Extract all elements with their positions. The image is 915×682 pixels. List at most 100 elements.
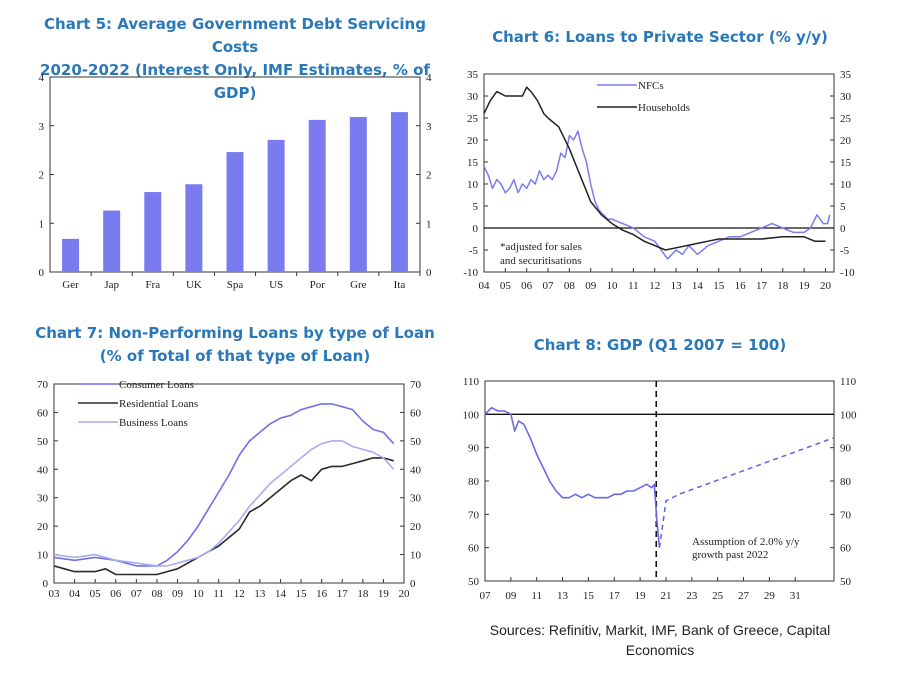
chart8-xtick-label: 13 bbox=[557, 590, 569, 602]
chart5-xtick-label: Gre bbox=[350, 279, 367, 291]
chart5-title-line2: 2020-2022 (Interest Only, IMF Estimates,… bbox=[40, 61, 430, 102]
chart6-xtick-label: 18 bbox=[777, 280, 789, 292]
chart6-ytick-label-right: -10 bbox=[840, 267, 855, 279]
chart5-ytick-label-right: 2 bbox=[426, 170, 432, 182]
chart5-xtick-label: Spa bbox=[227, 279, 244, 291]
chart6-ytick-label-right: 0 bbox=[840, 223, 846, 235]
chart8-ytick-label-left: 50 bbox=[468, 576, 480, 588]
chart5-ytick-label-right: 0 bbox=[426, 267, 432, 279]
chart5-bar-jap bbox=[103, 210, 121, 272]
chart5-ytick-label-right: 1 bbox=[426, 218, 432, 230]
chart6-plot-frame bbox=[483, 73, 835, 273]
chart6-xtick-label: 11 bbox=[628, 280, 639, 292]
chart8-ytick-label-right: 60 bbox=[840, 543, 852, 555]
chart7-xtick-label: 16 bbox=[316, 588, 328, 600]
chart7-xtick-label: 06 bbox=[110, 588, 122, 600]
chart7-ytick-label-right: 30 bbox=[410, 493, 422, 505]
sources-line2: Economics bbox=[625, 642, 695, 658]
chart7-xtick-label: 20 bbox=[399, 588, 411, 600]
chart6-annotation-line1: *adjusted for sales bbox=[500, 241, 582, 253]
chart7-title: Chart 7: Non-Performing Loans by type of… bbox=[20, 322, 450, 368]
chart8-xtick-label: 11 bbox=[531, 590, 542, 602]
chart6-xtick-label: 12 bbox=[649, 280, 660, 292]
chart8-ytick-label-left: 80 bbox=[468, 476, 480, 488]
chart5-bar-fra bbox=[144, 192, 162, 272]
chart6-ytick-label-left: 35 bbox=[467, 69, 479, 81]
chart5-xtick-label: US bbox=[269, 279, 283, 291]
chart8-xtick-label: 07 bbox=[480, 590, 492, 602]
chart5-xtick-label: Jap bbox=[104, 279, 119, 291]
chart7-ytick-label-right: 40 bbox=[410, 464, 422, 476]
chart7-ytick-label-right: 10 bbox=[410, 550, 422, 562]
chart6-title: Chart 6: Loans to Private Sector (% y/y) bbox=[492, 28, 828, 46]
chart5-bar-spa bbox=[226, 152, 244, 272]
chart5-ytick-label-right: 4 bbox=[426, 72, 432, 84]
chart6-xtick-label: 05 bbox=[500, 280, 512, 292]
chart8-ytick-label-right: 100 bbox=[840, 409, 857, 421]
chart6-ytick-label-left: 5 bbox=[473, 201, 479, 213]
chart6-xtick-label: 17 bbox=[756, 280, 768, 292]
chart7-ytick-label-right: 20 bbox=[410, 521, 422, 533]
chart6-legend-label-0: NFCs bbox=[638, 80, 664, 92]
chart7-series-residential-loans bbox=[53, 457, 394, 576]
chart6-xtick-label: 09 bbox=[585, 280, 597, 292]
chart8-series-actual bbox=[484, 406, 661, 548]
chart5-xtick-label: Ita bbox=[394, 279, 406, 291]
chart7-ytick-label-left: 10 bbox=[37, 550, 49, 562]
chart7-plot-frame bbox=[53, 383, 405, 584]
chart6-ytick-label-left: 25 bbox=[467, 113, 479, 125]
chart7-title-line1: Chart 7: Non-Performing Loans by type of… bbox=[35, 324, 435, 342]
chart7-series-business-loans bbox=[53, 440, 395, 567]
chart6-ytick-label-right: 30 bbox=[840, 91, 852, 103]
chart6-legend-label-1: Households bbox=[638, 102, 690, 114]
chart6-ytick-label-right: 25 bbox=[840, 113, 852, 125]
chart6-ytick-label-right: 15 bbox=[840, 157, 852, 169]
chart7-xtick-label: 11 bbox=[213, 588, 224, 600]
chart8-annotation-line1: Assumption of 2.0% y/y bbox=[692, 536, 800, 548]
chart7-legend-label-0: Consumer Loans bbox=[119, 379, 194, 391]
chart7-xtick-label: 04 bbox=[69, 588, 81, 600]
chart7-ytick-label-right: 70 bbox=[410, 379, 422, 391]
chart8-xtick-label: 25 bbox=[712, 590, 724, 602]
chart7-ytick-label-right: 0 bbox=[410, 578, 416, 590]
chart8-xtick-label: 15 bbox=[583, 590, 595, 602]
chart8-ytick-label-right: 90 bbox=[840, 443, 852, 455]
chart5-ytick-label-right: 3 bbox=[426, 121, 432, 133]
chart5-ytick-label-left: 3 bbox=[39, 121, 45, 133]
chart6-xtick-label: 15 bbox=[713, 280, 725, 292]
chart6-series-nfcs bbox=[483, 130, 831, 260]
chart8-ytick-label-right: 110 bbox=[840, 376, 857, 388]
chart6-xtick-label: 06 bbox=[521, 280, 533, 292]
chart7-xtick-label: 18 bbox=[357, 588, 369, 600]
chart6-ytick-label-left: -10 bbox=[463, 267, 478, 279]
chart8-series-projection bbox=[658, 436, 835, 548]
chart7-xtick-label: 14 bbox=[275, 588, 287, 600]
chart5-bar-por bbox=[308, 119, 326, 273]
chart6-ytick-label-right: 5 bbox=[840, 201, 846, 213]
chart6-ytick-label-left: 10 bbox=[467, 179, 479, 191]
chart8-xtick-label: 27 bbox=[738, 590, 750, 602]
chart6-series-households bbox=[483, 86, 826, 251]
chart5-ytick-label-left: 1 bbox=[39, 218, 45, 230]
chart6-xtick-label: 19 bbox=[799, 280, 811, 292]
chart7-ytick-label-left: 60 bbox=[37, 407, 49, 419]
chart6-ytick-label-left: 30 bbox=[467, 91, 479, 103]
chart7-ytick-label-right: 50 bbox=[410, 436, 422, 448]
chart5-bar-ger bbox=[62, 238, 80, 272]
chart7-title-line2: (% of Total of that type of Loan) bbox=[99, 347, 371, 365]
chart5-xtick-label: Ger bbox=[62, 279, 79, 291]
chart6-ytick-label-left: 0 bbox=[473, 223, 479, 235]
chart5-xtick-label: Por bbox=[310, 279, 326, 291]
chart7-xtick-label: 13 bbox=[254, 588, 266, 600]
chart6-ytick-label-right: -5 bbox=[840, 245, 850, 257]
chart8-title: Chart 8: GDP (Q1 2007 = 100) bbox=[533, 336, 787, 354]
chart8-ytick-label-left: 70 bbox=[468, 509, 480, 521]
chart6-ytick-label-left: 20 bbox=[467, 135, 479, 147]
chart6-ytick-label-right: 20 bbox=[840, 135, 852, 147]
chart8-xtick-label: 09 bbox=[505, 590, 517, 602]
chart5-title-line1: Chart 5: Average Government Debt Servici… bbox=[44, 15, 426, 56]
chart8-ytick-label-right: 70 bbox=[840, 509, 852, 521]
chart7-legend-label-1: Residential Loans bbox=[119, 398, 198, 410]
chart7-ytick-label-left: 20 bbox=[37, 521, 49, 533]
chart7-ytick-label-left: 30 bbox=[37, 493, 49, 505]
